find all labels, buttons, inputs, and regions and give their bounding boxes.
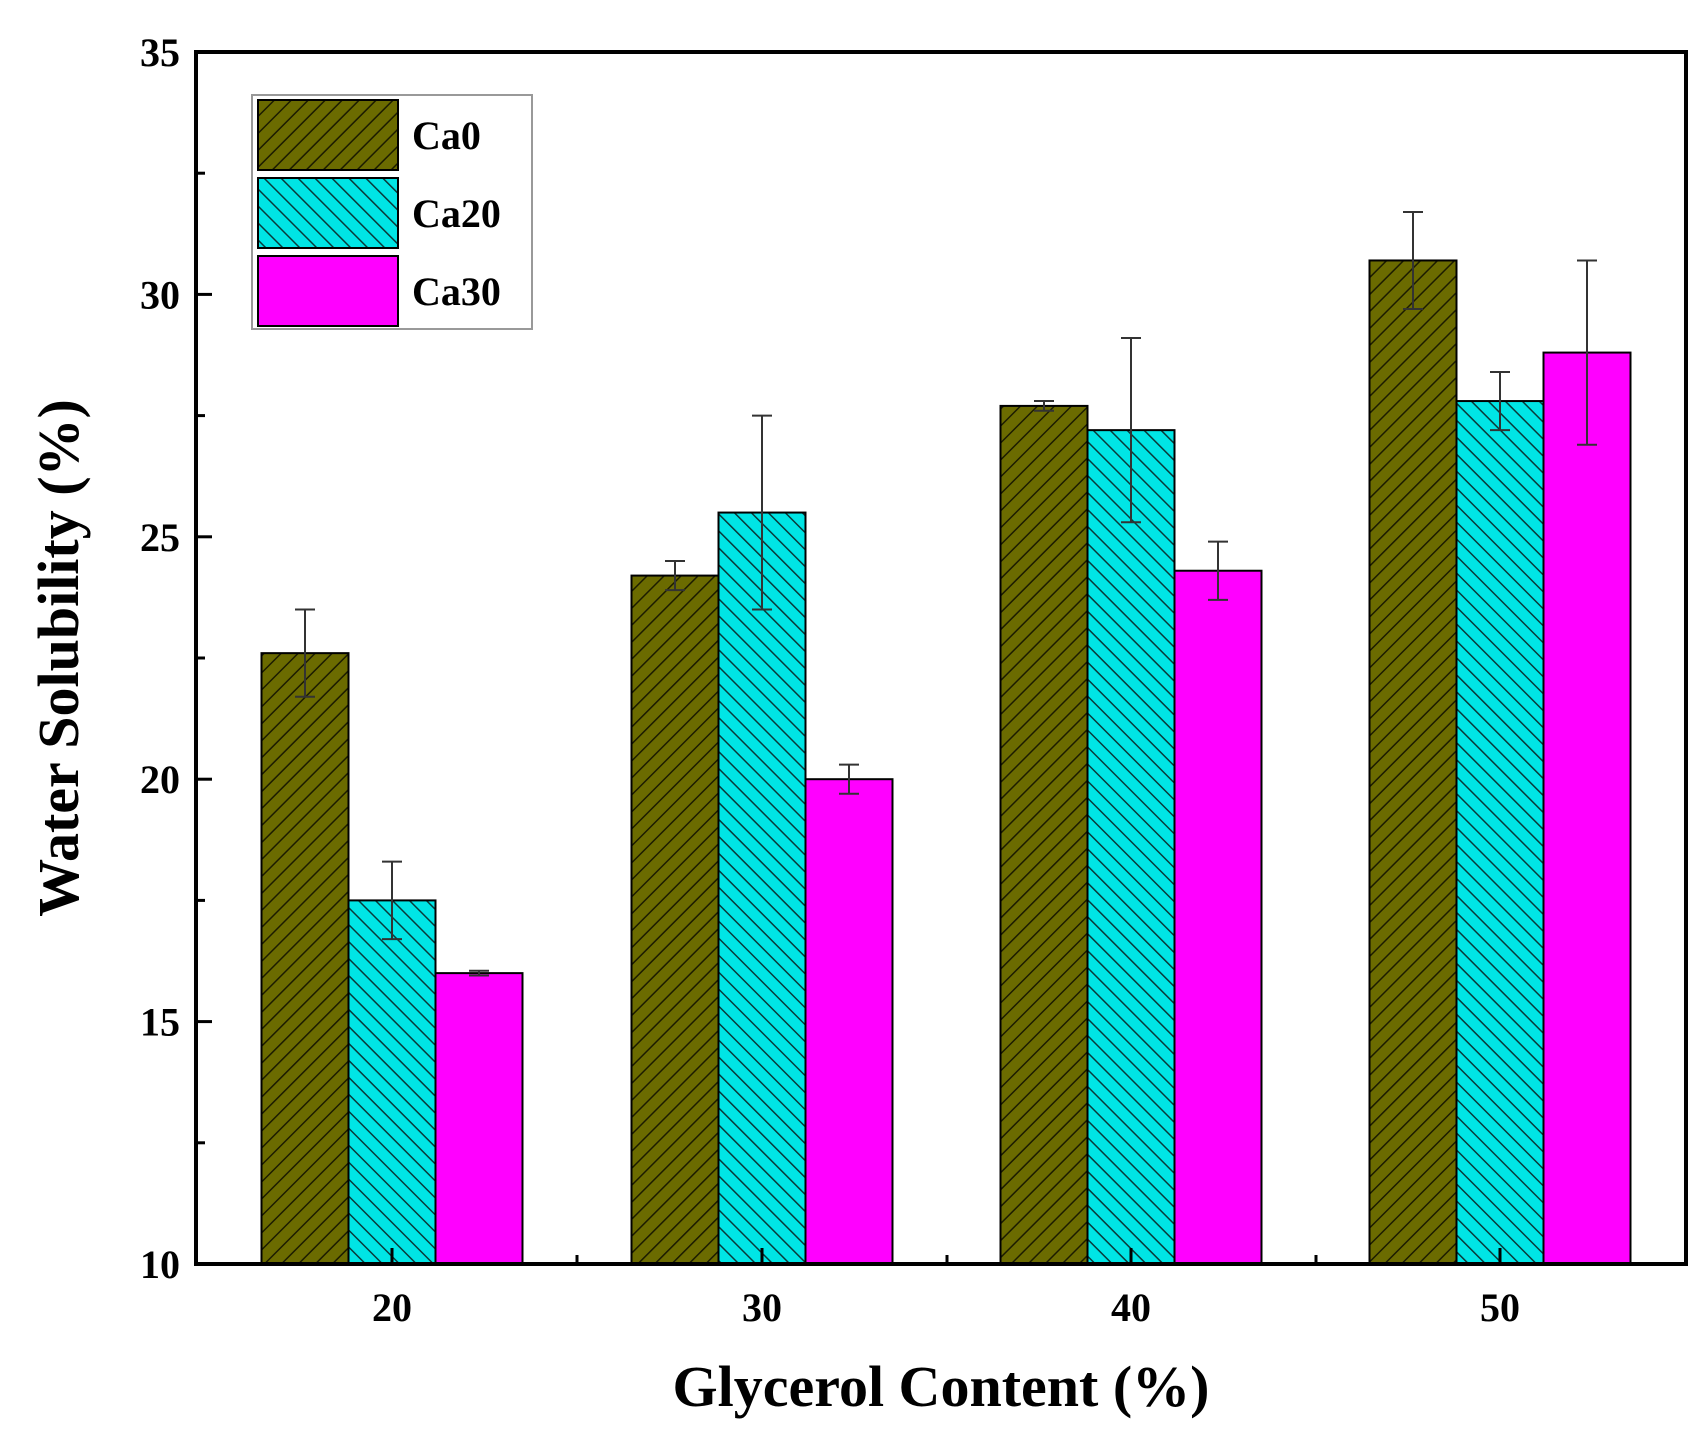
x-tick-label-40: 40 [1111, 1285, 1151, 1330]
x-tick-label-20: 20 [372, 1285, 412, 1330]
legend-label-ca20: Ca20 [412, 191, 501, 236]
legend-swatch-ca30 [257, 255, 399, 327]
bar-ca0-30 [630, 574, 720, 1265]
bar-ca30-20 [434, 972, 524, 1265]
error-bar-ca20-30 [752, 414, 772, 611]
y-tick-label-35: 35 [140, 30, 180, 75]
bar-ca20-20 [347, 899, 437, 1266]
error-bar-ca20-20 [382, 860, 402, 941]
error-bar-ca30-40 [1208, 540, 1228, 601]
legend-label-ca0: Ca0 [412, 113, 481, 158]
error-bar-ca20-50 [1490, 370, 1510, 432]
error-bar-ca30-20 [469, 969, 489, 977]
y-axis-title: Water Solubility (%) [26, 399, 91, 917]
legend-swatch-ca20 [257, 177, 399, 249]
bar-ca30-30 [804, 778, 894, 1265]
x-tick-label-30: 30 [742, 1285, 782, 1330]
bar-ca30-40 [1173, 569, 1263, 1265]
error-bar-ca0-40 [1034, 400, 1054, 412]
x-tick-label-50: 50 [1480, 1285, 1520, 1330]
x-axis-title: Glycerol Content (%) [673, 1354, 1210, 1419]
y-tick-label-10: 10 [140, 1242, 180, 1287]
legend: Ca0 Ca20 Ca30 [251, 94, 533, 330]
y-tick-label-30: 30 [140, 272, 180, 317]
bar-ca0-20 [260, 652, 350, 1265]
error-bar-ca0-50 [1403, 210, 1423, 310]
y-tick-label-20: 20 [140, 757, 180, 802]
y-tick-label-15: 15 [140, 1000, 180, 1045]
bar-ca30-50 [1542, 351, 1632, 1265]
legend-swatch-ca0 [257, 99, 399, 171]
y-tick-label-25: 25 [140, 515, 180, 560]
legend-label-ca30: Ca30 [412, 269, 501, 314]
bar-ca20-40 [1086, 429, 1176, 1266]
bar-ca0-50 [1368, 259, 1458, 1265]
error-bar-ca0-20 [295, 608, 315, 698]
error-bar-ca0-30 [665, 560, 685, 592]
error-bar-ca30-50 [1577, 259, 1597, 446]
bar-ca0-40 [999, 404, 1089, 1265]
error-bar-ca20-40 [1121, 337, 1141, 524]
bar-ca20-30 [717, 511, 807, 1265]
error-bar-ca30-30 [839, 763, 859, 795]
bar-ca20-50 [1455, 400, 1545, 1265]
